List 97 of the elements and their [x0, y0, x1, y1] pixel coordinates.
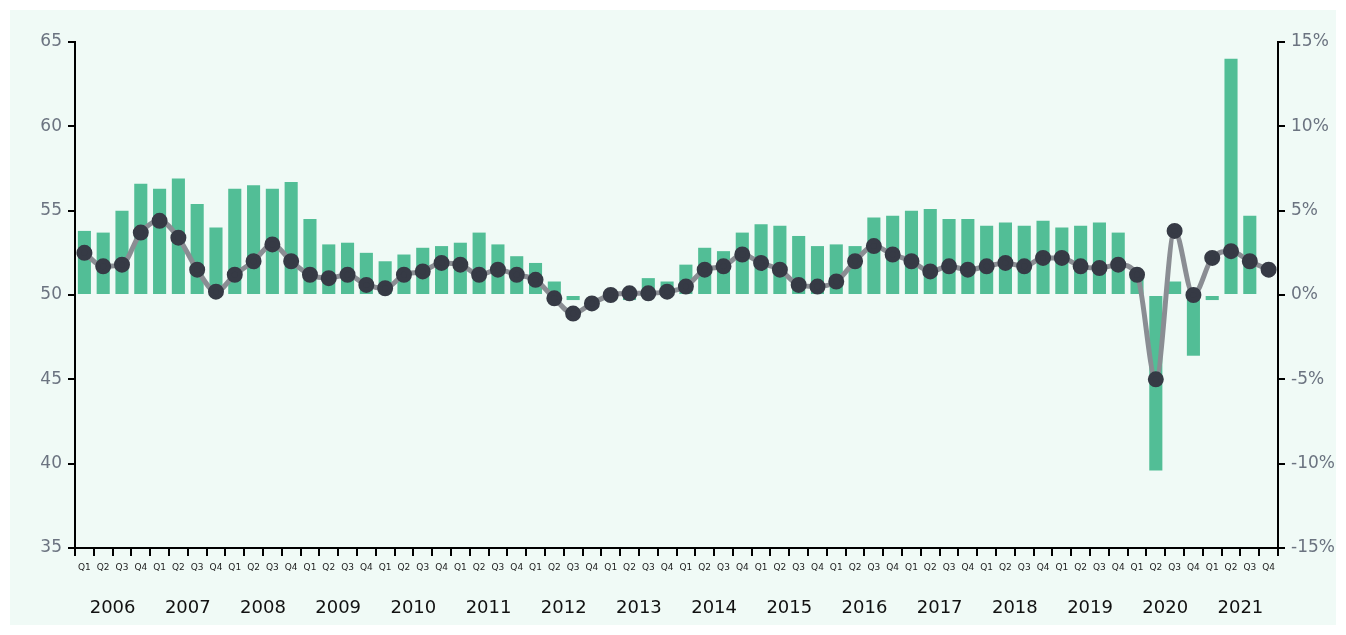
x-tick-label: Q4 [1262, 561, 1276, 572]
y-tick-label: 55 [40, 199, 62, 220]
x-tick-label: Q2 [171, 561, 185, 572]
text: 2009 [315, 595, 362, 617]
x-tick-label: Q3 [1093, 561, 1106, 572]
y-tick-label: 35 [40, 536, 62, 557]
x-tick-label: Q3 [942, 561, 956, 572]
x-tick-label: Q3 [416, 561, 430, 572]
x-tick-label: Q4 [1111, 561, 1125, 572]
x-tick-label: Q2 [247, 561, 260, 572]
x-tick-label: Q1 [303, 561, 317, 572]
text: 2006 [89, 595, 136, 617]
text: 2020 [1142, 595, 1189, 617]
text: 2014 [691, 595, 737, 617]
x-tick-label: Q1 [604, 561, 618, 572]
y2-tick-label: 15% [1291, 30, 1329, 51]
text: 2016 [841, 595, 888, 617]
x-tick-label: Q1 [529, 561, 542, 572]
x-tick-label: Q1 [1055, 561, 1069, 572]
x-tick-label: Q1 [153, 561, 166, 572]
y2-tick-label: -5% [1291, 367, 1325, 388]
x-tick-label: Q4 [134, 561, 148, 572]
x-tick-label: Q3 [265, 561, 279, 572]
x-tick-label: Q4 [209, 561, 223, 572]
x-tick-label: Q1 [754, 561, 768, 572]
bar [566, 296, 580, 301]
text: 2007 [164, 595, 211, 617]
x-tick-label: Q3 [641, 561, 655, 572]
bar [1224, 58, 1238, 294]
bar [1205, 296, 1219, 301]
x-tick-label: Q2 [773, 561, 787, 572]
y-tick-label: 40 [40, 452, 62, 473]
y2-tick-label: 5% [1291, 199, 1318, 220]
y-tick-label: 45 [40, 367, 62, 388]
y2-tick-label: 10% [1291, 114, 1329, 135]
x-tick-label: Q3 [491, 561, 505, 572]
x-tick-label: Q2 [923, 561, 937, 572]
y2-tick-label: -10% [1291, 452, 1335, 473]
text: 2011 [465, 595, 512, 617]
x-tick-label: Q4 [510, 561, 524, 572]
x-tick-label: Q3 [566, 561, 580, 572]
x-tick-label: Q1 [453, 561, 467, 572]
x-tick-label: Q2 [1224, 561, 1238, 572]
x-tick-label: Q4 [585, 561, 599, 572]
x-tick-label: Q1 [228, 561, 242, 572]
x-tick-label: Q4 [359, 561, 374, 572]
x-tick-label: Q1 [1205, 561, 1219, 572]
x-tick-label: Q2 [547, 561, 561, 572]
text: 2018 [991, 595, 1038, 617]
text: 2015 [766, 595, 813, 617]
x-tick-label: Q1 [77, 561, 91, 572]
x-tick-label: Q3 [190, 561, 204, 572]
x-tick-label: Q3 [717, 561, 730, 572]
text: 2013 [616, 595, 662, 617]
y-tick-label: 60 [40, 114, 62, 135]
x-tick-label: Q3 [792, 561, 806, 572]
x-tick-label: Q4 [961, 561, 975, 572]
x-tick-label: Q4 [660, 561, 674, 572]
x-tick-label: Q2 [1149, 561, 1163, 572]
y-tick-label: 65 [40, 30, 62, 51]
x-tick-label: Q2 [322, 561, 336, 572]
text: 2019 [1067, 595, 1113, 617]
x-tick-label: Q1 [1130, 561, 1144, 572]
x-tick-label: Q1 [679, 561, 693, 572]
x-tick-label: Q2 [999, 561, 1012, 572]
x-tick-label: Q4 [1036, 561, 1050, 572]
x-tick-label: Q3 [1168, 561, 1182, 572]
x-tick-label: Q1 [378, 561, 392, 572]
x-tick-label: Q4 [435, 561, 449, 572]
text: 2012 [540, 595, 587, 617]
x-tick-label: Q4 [735, 561, 749, 572]
text: 2017 [916, 595, 963, 617]
x-tick-label: Q4 [811, 561, 825, 572]
x-tick-label: Q2 [96, 561, 110, 572]
y-tick-label: 50 [40, 283, 62, 304]
x-tick-label: Q3 [1017, 561, 1031, 572]
text: 2021 [1217, 595, 1264, 617]
text: 2010 [390, 595, 437, 617]
x-tick-label: Q3 [1243, 561, 1257, 572]
y2-tick-label: -15% [1291, 536, 1335, 557]
x-tick-label: Q2 [848, 561, 862, 572]
x-tick-label: Q4 [1187, 561, 1201, 572]
x-tick-label: Q4 [886, 561, 900, 572]
x-tick-label: Q1 [905, 561, 918, 572]
y2-tick-label: 0% [1291, 283, 1318, 304]
x-tick-label: Q4 [284, 561, 298, 572]
x-tick-label: Q3 [115, 561, 129, 572]
x-tick-label: Q2 [698, 561, 712, 572]
x-tick-label: Q2 [397, 561, 411, 572]
x-tick-label: Q3 [867, 561, 881, 572]
x-tick-label: Q2 [1074, 561, 1088, 572]
x-tick-label: Q2 [623, 561, 636, 572]
x-tick-label: Q1 [980, 561, 994, 572]
x-tick-label: Q3 [341, 561, 354, 572]
x-tick-label: Q1 [829, 561, 843, 572]
x-tick-label: Q2 [472, 561, 486, 572]
text: 2008 [240, 595, 286, 617]
